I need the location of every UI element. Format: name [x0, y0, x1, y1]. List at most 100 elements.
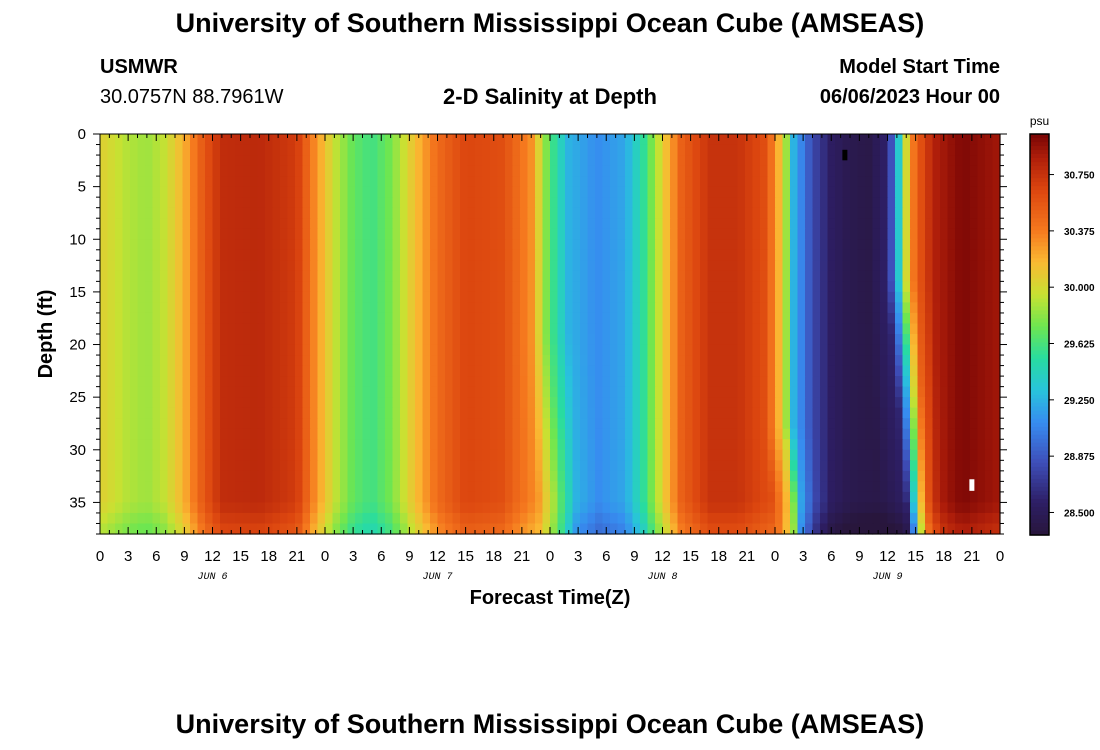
heatmap-cell: [490, 228, 499, 240]
heatmap-cell: [962, 449, 971, 461]
heatmap-cell: [197, 291, 206, 304]
heatmap-cell: [917, 439, 926, 451]
heatmap-cell: [602, 460, 611, 472]
heatmap-cell: [797, 197, 806, 209]
heatmap-cell: [227, 470, 236, 482]
heatmap-cell: [820, 355, 829, 367]
heatmap-cell: [895, 134, 904, 146]
heatmap-cell: [340, 355, 349, 367]
heatmap-cell: [317, 386, 326, 398]
heatmap-cell: [752, 155, 761, 167]
heatmap-cell: [227, 302, 236, 314]
heatmap-cell: [887, 186, 896, 198]
heatmap-cell: [940, 344, 949, 356]
heatmap-cell: [692, 312, 701, 325]
heatmap-cell: [685, 481, 694, 493]
heatmap-cell: [910, 312, 919, 325]
heatmap-cell: [287, 144, 296, 156]
heatmap-cell: [565, 207, 574, 219]
heatmap-cell: [572, 291, 581, 304]
heatmap-cell: [572, 439, 581, 451]
heatmap-cell: [820, 239, 829, 251]
heatmap-cell: [542, 334, 551, 346]
heatmap-cell: [422, 270, 431, 282]
heatmap-cell: [205, 165, 214, 177]
heatmap-cell: [332, 260, 341, 272]
heatmap-cell: [482, 260, 491, 272]
heatmap-cell: [715, 512, 724, 525]
heatmap-cell: [445, 239, 454, 251]
heatmap-cell: [677, 270, 686, 282]
heatmap-cell: [895, 397, 904, 409]
heatmap-cell: [220, 386, 229, 398]
heatmap-cell: [985, 155, 994, 167]
heatmap-cell: [850, 418, 859, 430]
heatmap-cell: [820, 197, 829, 209]
heatmap-cell: [677, 323, 686, 335]
heatmap-cell: [520, 312, 529, 325]
x-tick-label: 18: [935, 548, 952, 565]
heatmap-cell: [122, 134, 131, 146]
heatmap-cell: [362, 418, 371, 430]
heatmap-cell: [205, 186, 214, 198]
heatmap-cell: [205, 365, 214, 377]
heatmap-cell: [805, 218, 814, 230]
heatmap-cell: [752, 344, 761, 356]
heatmap-cell: [805, 155, 814, 167]
heatmap-cell: [977, 270, 986, 282]
heatmap-cell: [625, 502, 634, 514]
colorbar-tick-label: 30.000: [1064, 283, 1095, 294]
heatmap-cell: [880, 291, 889, 304]
heatmap-cell: [287, 134, 296, 146]
heatmap-cell: [122, 249, 131, 261]
heatmap-cell: [167, 386, 176, 398]
heatmap-cell: [107, 165, 116, 177]
heatmap-cell: [565, 523, 574, 535]
heatmap-cell: [745, 260, 754, 272]
heatmap-cell: [130, 386, 139, 398]
heatmap-cell: [400, 491, 409, 504]
colorbar-segment: [1030, 198, 1049, 203]
heatmap-cell: [745, 365, 754, 377]
heatmap-cell: [287, 523, 296, 535]
heatmap-cell: [595, 144, 604, 156]
heatmap-cell: [452, 270, 461, 282]
heatmap-cell: [370, 165, 379, 177]
heatmap-cell: [940, 260, 949, 272]
heatmap-cell: [842, 407, 851, 419]
heatmap-cell: [197, 197, 206, 209]
heatmap-cell: [677, 260, 686, 272]
heatmap-cell: [137, 270, 146, 282]
heatmap-cell: [325, 502, 334, 514]
heatmap-cell: [985, 418, 994, 430]
heatmap-cell: [625, 355, 634, 367]
heatmap-cell: [880, 270, 889, 282]
heatmap-cell: [107, 291, 116, 304]
colorbar-segment: [1030, 346, 1049, 352]
heatmap-cell: [295, 239, 304, 251]
heatmap-cell: [130, 239, 139, 251]
heatmap-cell: [107, 418, 116, 430]
heatmap-cell: [145, 407, 154, 419]
heatmap-cell: [467, 165, 476, 177]
heatmap-cell: [872, 218, 881, 230]
colorbar-segment: [1030, 494, 1049, 500]
heatmap-cell: [932, 155, 941, 167]
heatmap-cell: [430, 165, 439, 177]
heatmap-cell: [527, 428, 536, 440]
heatmap-cell: [280, 428, 289, 440]
heatmap-cell: [962, 218, 971, 230]
heatmap-cell: [130, 491, 139, 504]
heatmap-cell: [415, 302, 424, 314]
heatmap-cell: [872, 428, 881, 440]
heatmap-cell: [467, 144, 476, 156]
heatmap-cell: [220, 365, 229, 377]
heatmap-cell: [430, 439, 439, 451]
heatmap-cell: [535, 491, 544, 504]
y-tick-label: 15: [69, 284, 86, 301]
heatmap-cell: [250, 197, 259, 209]
heatmap-cell: [730, 176, 739, 188]
heatmap-cell: [475, 481, 484, 493]
heatmap-cell: [707, 334, 716, 346]
heatmap-cell: [595, 228, 604, 240]
